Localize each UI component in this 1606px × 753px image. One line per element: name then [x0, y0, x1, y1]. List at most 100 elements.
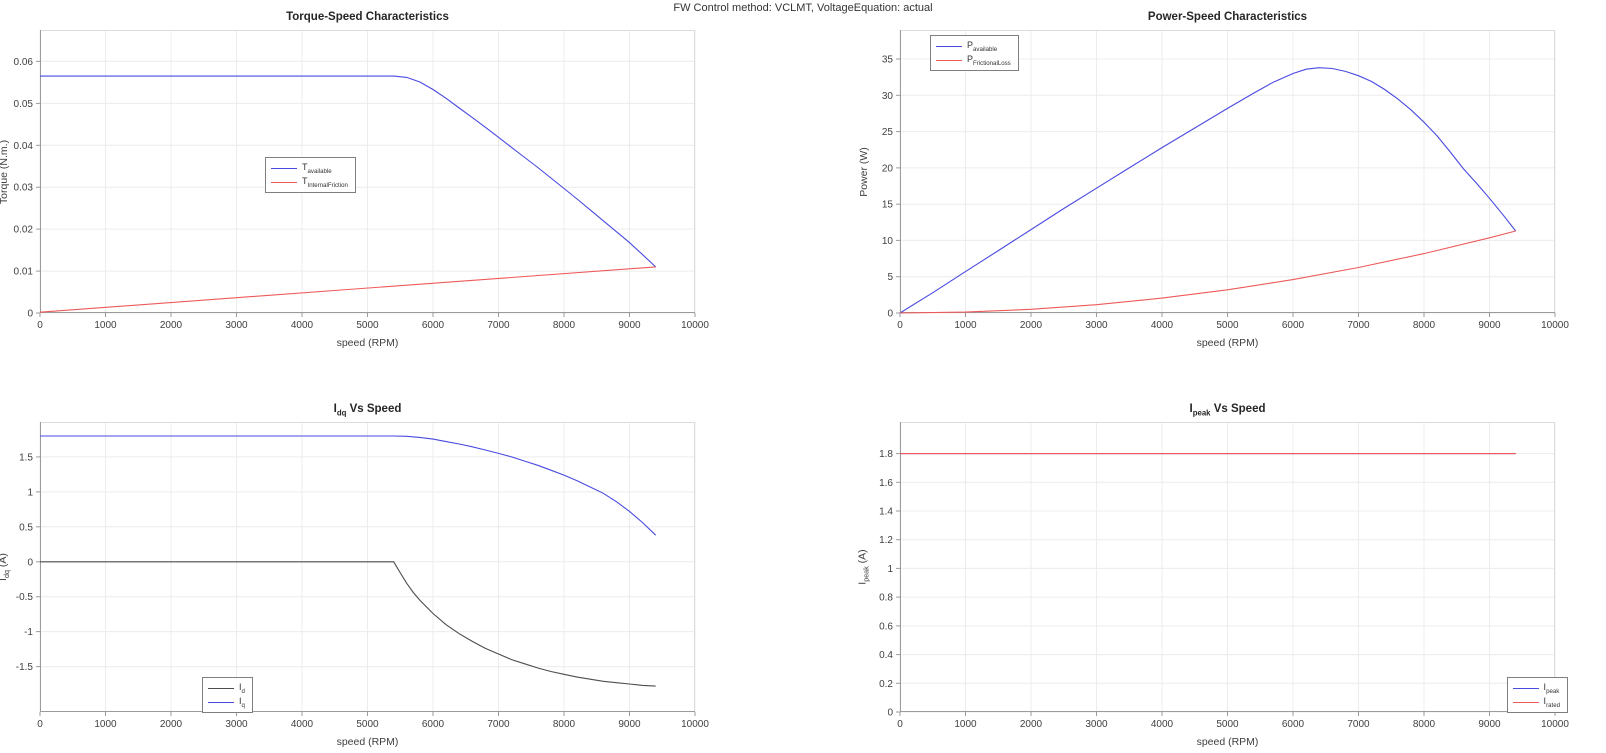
- svg-text:0.04: 0.04: [14, 141, 34, 152]
- svg-text:6000: 6000: [1282, 719, 1305, 730]
- legend: Pavailable PFrictionalLoss: [930, 35, 1019, 71]
- figure-title: FW Control method: VCLMT, VoltageEquatio…: [673, 2, 933, 14]
- svg-text:1000: 1000: [954, 719, 977, 730]
- x-axis-label: speed (RPM): [336, 337, 399, 349]
- legend-entry-label: Pavailable: [967, 39, 998, 53]
- svg-text:5: 5: [887, 272, 893, 283]
- svg-text:8000: 8000: [553, 719, 576, 730]
- svg-text:0.01: 0.01: [14, 267, 34, 278]
- svg-text:0.2: 0.2: [879, 679, 893, 690]
- legend-entry-label: Ipeak: [1543, 681, 1560, 695]
- svg-text:2000: 2000: [1020, 719, 1043, 730]
- svg-text:3000: 3000: [225, 719, 248, 730]
- legend-entry-label: PFrictionalLoss: [967, 53, 1011, 67]
- svg-text:0: 0: [887, 708, 893, 719]
- svg-text:1000: 1000: [94, 320, 117, 331]
- legend-entry: Iq: [208, 695, 245, 709]
- plot-area: 0 1000 2000 3000 4000 5000 6000 7000 8000 9000 100…: [882, 30, 1569, 331]
- svg-text:2000: 2000: [160, 320, 183, 331]
- svg-text:9000: 9000: [618, 320, 641, 331]
- svg-text:2000: 2000: [160, 719, 183, 730]
- legend-line-sample: [936, 59, 962, 61]
- svg-text:3000: 3000: [1085, 320, 1108, 331]
- svg-text:1.6: 1.6: [879, 478, 893, 489]
- power-speed-chart: Power-Speed Characteristics Power (W) 0 1…: [858, 11, 1569, 349]
- legend-line-sample: [208, 687, 234, 689]
- legend: Id Iq: [202, 677, 253, 713]
- legend-entry-label: TInternalFriction: [302, 175, 348, 189]
- svg-text:0: 0: [887, 309, 893, 320]
- chart-title: Power-Speed Characteristics: [1147, 11, 1308, 23]
- svg-text:0: 0: [37, 320, 43, 331]
- svg-text:1000: 1000: [94, 719, 117, 730]
- x-axis-label: speed (RPM): [1196, 337, 1259, 349]
- svg-text:5000: 5000: [1216, 719, 1239, 730]
- chart-title: Idq Vs Speed: [333, 403, 402, 418]
- svg-text:8000: 8000: [1413, 320, 1436, 331]
- chart-title: Torque-Speed Characteristics: [286, 11, 449, 23]
- legend-line-sample: [1512, 687, 1539, 689]
- idq-current-speed-chart: Idq Vs Speed Idq (A) 0 1000 2000 3000 4000 50…: [0, 403, 709, 748]
- svg-text:35: 35: [882, 55, 894, 66]
- svg-text:1.4: 1.4: [879, 507, 893, 518]
- svg-text:10: 10: [882, 236, 894, 247]
- svg-text:4000: 4000: [1151, 719, 1174, 730]
- svg-text:0.8: 0.8: [879, 593, 893, 604]
- svg-text:4000: 4000: [291, 719, 314, 730]
- svg-text:0: 0: [897, 719, 903, 730]
- svg-text:10000: 10000: [681, 320, 709, 331]
- svg-text:1: 1: [887, 564, 893, 575]
- legend-entry-label: Tavailable: [302, 161, 332, 175]
- legend-entry-label: Iq: [239, 695, 245, 709]
- y-axis-label: Ipeak (A): [856, 549, 872, 585]
- legend-entry: TInternalFriction: [271, 175, 348, 189]
- svg-text:4000: 4000: [1151, 320, 1174, 331]
- legend-line-sample: [936, 45, 962, 47]
- svg-text:5000: 5000: [356, 320, 379, 331]
- legend-entry: Id: [208, 681, 245, 695]
- svg-text:7000: 7000: [487, 719, 510, 730]
- svg-text:0.02: 0.02: [14, 225, 34, 236]
- svg-text:1.5: 1.5: [19, 452, 33, 463]
- svg-text:5000: 5000: [356, 719, 379, 730]
- svg-text:0.4: 0.4: [879, 650, 893, 661]
- svg-text:7000: 7000: [1347, 320, 1370, 331]
- legend-entry: Tavailable: [271, 161, 348, 175]
- svg-text:1000: 1000: [954, 320, 977, 331]
- svg-text:9000: 9000: [1478, 320, 1501, 331]
- legend-entry: PFrictionalLoss: [936, 53, 1011, 67]
- plot-area: 0 1000 2000 3000 4000 5000 6000 7000 8000 9000 100…: [16, 422, 709, 730]
- legend-entry-label: Id: [239, 681, 245, 695]
- legend-entry: Ipeak: [1512, 681, 1560, 695]
- svg-text:0: 0: [897, 320, 903, 331]
- svg-text:8000: 8000: [1413, 719, 1436, 730]
- svg-text:0.05: 0.05: [14, 99, 34, 110]
- y-axis-label: Torque (N.m.): [0, 139, 10, 204]
- svg-text:-1.5: -1.5: [16, 662, 34, 673]
- svg-text:0.6: 0.6: [879, 621, 893, 632]
- svg-text:-0.5: -0.5: [16, 592, 34, 603]
- torque-speed-chart: Torque-Speed Characteristics Torque (N.m…: [0, 11, 709, 349]
- legend-entry: Irated: [1512, 695, 1560, 709]
- plot-area: 0 1000 2000 3000 4000 5000 6000 7000 8000 9000 100…: [14, 30, 709, 331]
- svg-text:10000: 10000: [1541, 719, 1569, 730]
- x-axis-label: speed (RPM): [336, 736, 399, 748]
- svg-text:4000: 4000: [291, 320, 314, 331]
- legend-line-sample: [1512, 701, 1539, 703]
- svg-text:10000: 10000: [1541, 320, 1569, 331]
- svg-text:0: 0: [27, 557, 33, 568]
- x-axis-label: speed (RPM): [1196, 736, 1259, 748]
- ipeak-current-speed-chart: Ipeak Vs Speed Ipeak (A) 0 1000 2000 3000 40…: [857, 403, 1569, 748]
- svg-text:7000: 7000: [1347, 719, 1370, 730]
- svg-text:6000: 6000: [422, 719, 445, 730]
- svg-text:1: 1: [27, 487, 33, 498]
- legend-entry: Pavailable: [936, 39, 1011, 53]
- svg-text:6000: 6000: [422, 320, 445, 331]
- svg-text:6000: 6000: [1282, 320, 1305, 331]
- svg-text:8000: 8000: [553, 320, 576, 331]
- legend-line-sample: [208, 701, 234, 703]
- legend-entry-label: Irated: [1543, 695, 1560, 709]
- y-axis-label: Idq (A): [0, 553, 12, 581]
- svg-text:0: 0: [27, 309, 33, 320]
